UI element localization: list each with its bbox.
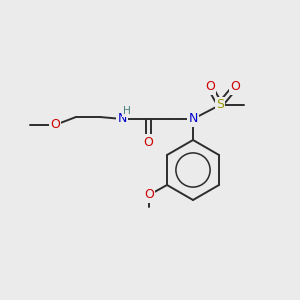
Text: O: O xyxy=(143,136,153,148)
Text: O: O xyxy=(144,188,154,202)
Text: N: N xyxy=(117,112,127,125)
Text: H: H xyxy=(123,106,131,116)
Text: O: O xyxy=(50,118,60,131)
Text: N: N xyxy=(188,112,198,125)
Text: S: S xyxy=(216,98,224,112)
Text: O: O xyxy=(230,80,240,94)
Text: O: O xyxy=(205,80,215,94)
